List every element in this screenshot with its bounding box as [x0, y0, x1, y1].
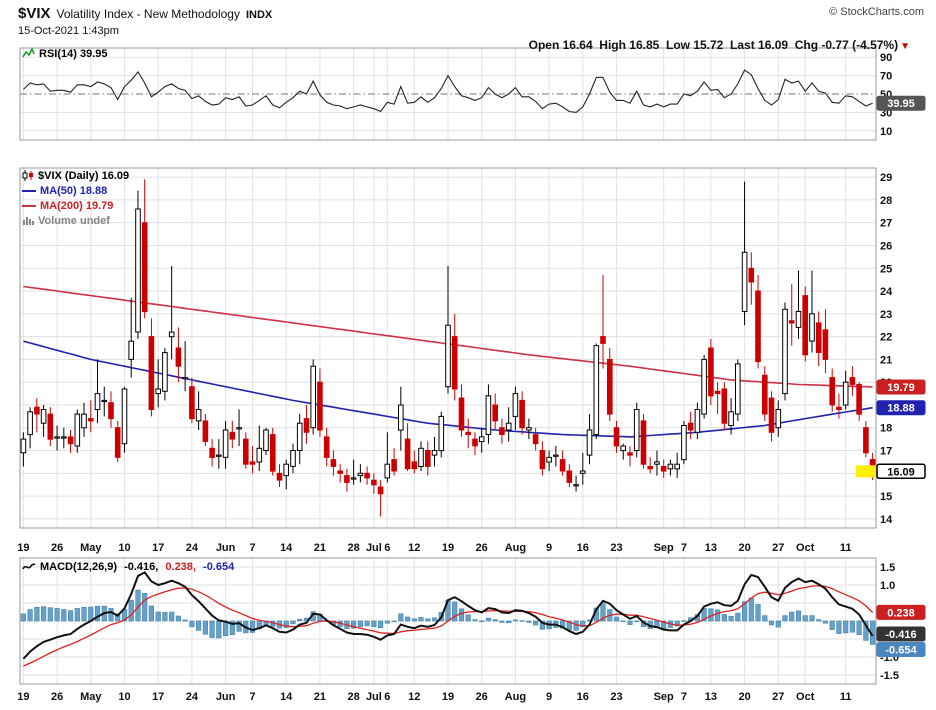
svg-text:Oct: Oct: [796, 542, 815, 554]
svg-text:19.79: 19.79: [887, 382, 915, 394]
svg-text:0.238: 0.238: [887, 607, 915, 619]
value-badges: 39.95 19.79 18.88 16.09 0.238 -0.416 -0.654: [856, 95, 926, 657]
svg-text:26: 26: [51, 691, 63, 703]
svg-text:21: 21: [314, 691, 326, 703]
down-arrow-icon: ▼: [900, 41, 910, 52]
svg-text:90: 90: [880, 52, 892, 64]
svg-text:12: 12: [408, 691, 420, 703]
svg-text:May: May: [80, 542, 102, 554]
svg-text:Jun: Jun: [216, 691, 236, 703]
svg-text:19: 19: [17, 542, 29, 554]
svg-text:24: 24: [186, 542, 199, 554]
svg-text:10: 10: [118, 691, 130, 703]
svg-text:18.88: 18.88: [887, 403, 915, 415]
symbol-label: $VIX: [18, 5, 51, 22]
svg-text:Jun: Jun: [216, 542, 236, 554]
svg-text:13: 13: [705, 542, 717, 554]
svg-text:-0.416: -0.416: [885, 629, 916, 641]
svg-text:21: 21: [314, 542, 326, 554]
svg-text:26: 26: [476, 691, 488, 703]
svg-text:21: 21: [880, 354, 892, 366]
svg-text:22: 22: [880, 332, 892, 344]
svg-text:26: 26: [476, 542, 488, 554]
svg-text:17: 17: [880, 446, 892, 458]
svg-text:7: 7: [249, 691, 255, 703]
svg-text:23: 23: [610, 691, 622, 703]
datetime-label: 15-Oct-2021 1:43pm: [18, 25, 119, 37]
macd-panel: [19, 557, 877, 685]
svg-text:12: 12: [408, 542, 420, 554]
svg-text:6: 6: [384, 691, 390, 703]
svg-text:11: 11: [840, 542, 852, 554]
svg-text:15: 15: [880, 491, 892, 503]
rsi-panel: [19, 47, 877, 141]
axis-labels: 19 19 26 26 May May 10 10 17 17 24 24 Jun Jun 7 7 14 14 21…: [17, 52, 899, 703]
svg-text:May: May: [80, 691, 102, 703]
svg-text:16: 16: [577, 691, 589, 703]
chart-header: $VIX Volatility Index - New Methodology IN…: [18, 5, 272, 23]
svg-text:7: 7: [681, 691, 687, 703]
price-panel: [19, 167, 877, 529]
svg-text:7: 7: [249, 542, 255, 554]
svg-text:7: 7: [681, 542, 687, 554]
svg-text:26: 26: [880, 240, 892, 252]
svg-text:23: 23: [880, 309, 892, 321]
copyright-link[interactable]: © StockCharts.com: [829, 6, 924, 18]
svg-text:27: 27: [772, 691, 784, 703]
svg-text:-1.5: -1.5: [880, 670, 899, 682]
svg-text:24: 24: [880, 286, 893, 298]
svg-text:19: 19: [442, 691, 454, 703]
svg-text:Oct: Oct: [796, 691, 815, 703]
svg-text:19: 19: [442, 542, 454, 554]
svg-text:26: 26: [51, 542, 63, 554]
svg-text:Jul: Jul: [366, 691, 382, 703]
svg-text:16.09: 16.09: [887, 466, 915, 478]
svg-text:17: 17: [152, 542, 164, 554]
svg-text:1.0: 1.0: [880, 580, 895, 592]
svg-text:25: 25: [880, 263, 892, 275]
svg-text:-0.654: -0.654: [885, 645, 917, 657]
svg-text:20: 20: [738, 542, 750, 554]
svg-text:Jul: Jul: [366, 542, 382, 554]
svg-text:70: 70: [880, 71, 892, 83]
svg-text:27: 27: [772, 542, 784, 554]
svg-text:Aug: Aug: [505, 542, 526, 554]
svg-text:1.5: 1.5: [880, 562, 895, 574]
svg-text:11: 11: [840, 691, 852, 703]
svg-text:17: 17: [152, 691, 164, 703]
exchange-label: INDX: [245, 9, 273, 21]
svg-text:14: 14: [280, 691, 293, 703]
svg-text:28: 28: [347, 542, 359, 554]
svg-text:28: 28: [880, 195, 892, 207]
svg-text:Sep: Sep: [654, 691, 674, 703]
svg-text:6: 6: [384, 542, 390, 554]
svg-text:9: 9: [546, 542, 552, 554]
svg-text:Aug: Aug: [505, 691, 526, 703]
quote-summary: Open 16.64 High 16.85 Low 15.72 Last 16.…: [522, 24, 910, 52]
svg-text:27: 27: [880, 218, 892, 230]
svg-text:10: 10: [880, 126, 892, 138]
svg-text:14: 14: [880, 514, 893, 526]
svg-text:13: 13: [705, 691, 717, 703]
svg-text:16: 16: [577, 542, 589, 554]
svg-text:24: 24: [186, 691, 199, 703]
svg-text:28: 28: [347, 691, 359, 703]
svg-text:9: 9: [546, 691, 552, 703]
quote-values: Open 16.64 High 16.85 Low 15.72 Last 16.…: [528, 38, 899, 52]
svg-text:Sep: Sep: [654, 542, 674, 554]
svg-text:29: 29: [880, 172, 892, 184]
svg-text:10: 10: [118, 542, 130, 554]
svg-text:39.95: 39.95: [887, 98, 915, 110]
svg-text:20: 20: [738, 691, 750, 703]
svg-text:23: 23: [610, 542, 622, 554]
svg-text:18: 18: [880, 423, 892, 435]
chart-title: Volatility Index - New Methodology: [56, 7, 240, 21]
svg-text:14: 14: [280, 542, 293, 554]
svg-text:19: 19: [17, 691, 29, 703]
